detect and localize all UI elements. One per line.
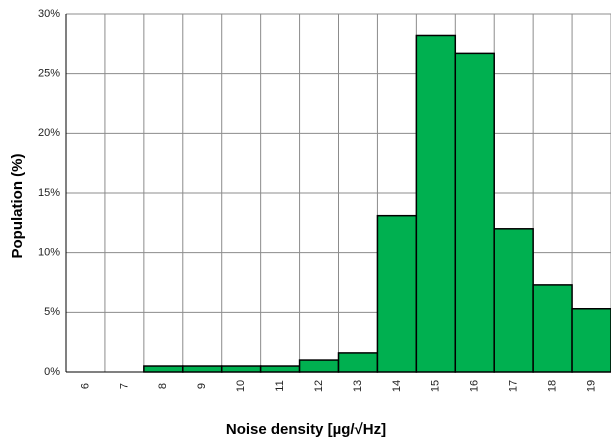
y-axis-title: Population (%) xyxy=(9,154,26,259)
bar xyxy=(220,365,262,373)
x-tick-label: 12 xyxy=(313,380,325,392)
x-axis-title: Noise density [µg/√Hz] xyxy=(226,421,386,438)
bar xyxy=(337,352,379,373)
bar xyxy=(532,284,573,373)
x-tick-label: 10 xyxy=(235,380,247,392)
x-tick-label: 16 xyxy=(469,380,481,392)
bar xyxy=(143,365,184,373)
y-tick-label: 0% xyxy=(44,366,60,378)
x-tick-label: 19 xyxy=(585,380,597,392)
x-tick-label: 9 xyxy=(196,383,208,389)
y-tick-label: 10% xyxy=(38,247,60,259)
y-tick-label: 25% xyxy=(38,68,60,80)
bar xyxy=(259,365,301,373)
bar xyxy=(298,359,340,373)
y-tick-label: 15% xyxy=(38,187,60,199)
bar xyxy=(571,308,611,373)
bar xyxy=(493,228,534,373)
x-tick-label: 13 xyxy=(352,380,364,392)
x-tick-label: 11 xyxy=(274,380,286,391)
bar xyxy=(376,214,418,373)
x-tick-label: 7 xyxy=(118,383,130,389)
x-tick-label: 17 xyxy=(508,380,520,392)
bar xyxy=(415,34,457,373)
y-tick-label: 5% xyxy=(44,306,60,318)
x-tick-label: 6 xyxy=(79,383,91,389)
y-tick-label: 30% xyxy=(38,8,60,20)
bar xyxy=(182,365,223,373)
bar xyxy=(454,52,495,373)
y-tick-label: 20% xyxy=(38,127,60,139)
x-tick-label: 14 xyxy=(391,380,403,392)
x-tick-label: 18 xyxy=(547,380,559,392)
x-tick-label: 15 xyxy=(430,380,442,392)
x-tick-label: 8 xyxy=(157,383,169,389)
